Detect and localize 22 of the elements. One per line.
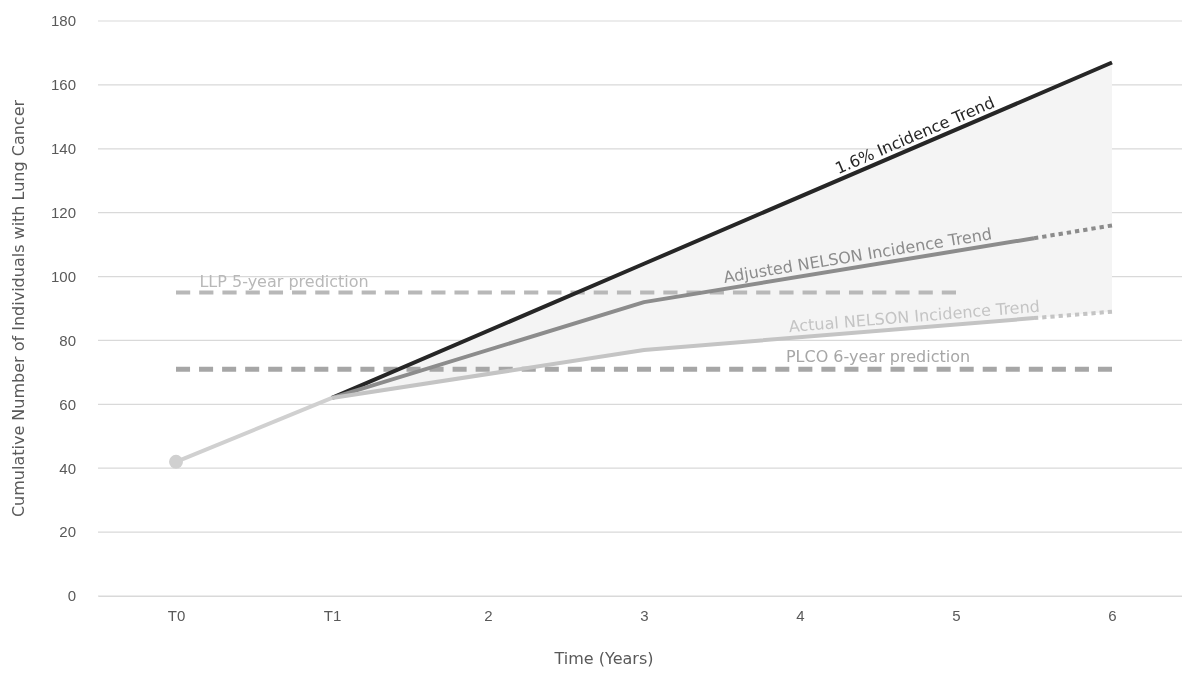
y-tick-label: 140 (50, 140, 76, 158)
y-tick-label: 180 (50, 12, 76, 30)
x-tick-label: 2 (484, 606, 493, 624)
y-tick-label: 120 (50, 203, 76, 221)
x-tick-label: 3 (640, 606, 649, 624)
series-label: PLCO 6-year prediction (785, 347, 971, 367)
y-tick-label: 40 (59, 459, 76, 477)
x-tick-label: 5 (952, 606, 961, 624)
y-tick-label: 0 (67, 587, 76, 605)
x-axis-title: Time (Years) (553, 649, 654, 668)
y-tick-label: 60 (59, 395, 76, 413)
y-tick-label: 100 (50, 267, 76, 285)
y-axis-title: Cumulative Number of Individuals with Lung Cancer (9, 99, 28, 518)
x-tick-label: T1 (323, 606, 342, 624)
y-tick-label: 160 (50, 76, 76, 94)
series-label: LLP 5-year prediction (199, 271, 369, 291)
y-tick-label: 20 (59, 523, 76, 541)
text: Adjusted NELSON Incidence Trend (722, 224, 994, 287)
y-tick-label: 80 (59, 331, 76, 349)
x-tick-label: 4 (796, 606, 805, 624)
x-tick-label: 6 (1108, 606, 1117, 624)
x-tick-label: T0 (167, 606, 186, 624)
